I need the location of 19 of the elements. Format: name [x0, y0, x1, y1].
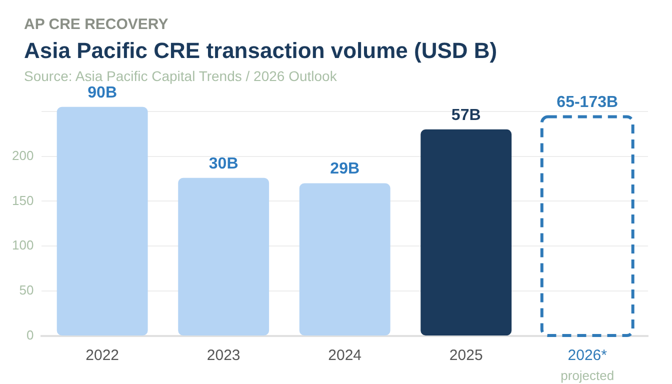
y-tick-label: 200: [12, 148, 34, 163]
y-tick-label: 0: [26, 328, 34, 343]
chart-subtitle: AP CRE RECOVERY: [24, 16, 168, 33]
chart-title: Asia Pacific CRE transaction volume (USD B): [24, 38, 498, 64]
x-tick-label: 2022: [86, 347, 120, 364]
x-tick-label: 2026*: [568, 347, 608, 364]
x-tick-label: 2023: [206, 347, 240, 364]
source-note: Source: Asia Pacific Capital Trends / 2026 Outlook: [24, 68, 337, 84]
annotation: 29B: [330, 160, 360, 178]
annotation: 90B: [88, 84, 117, 102]
y-tick-label: 150: [12, 192, 34, 208]
annotation: 65-173B: [556, 94, 618, 112]
x-tick-label: 2025: [449, 347, 483, 364]
annotation: 30B: [208, 155, 238, 172]
annotation: 57B: [451, 106, 481, 124]
x-tick-label: 2024: [328, 347, 362, 364]
text: projected: [560, 368, 614, 384]
y-tick-label: 50: [19, 282, 34, 298]
y-tick-label: 100: [12, 238, 34, 253]
